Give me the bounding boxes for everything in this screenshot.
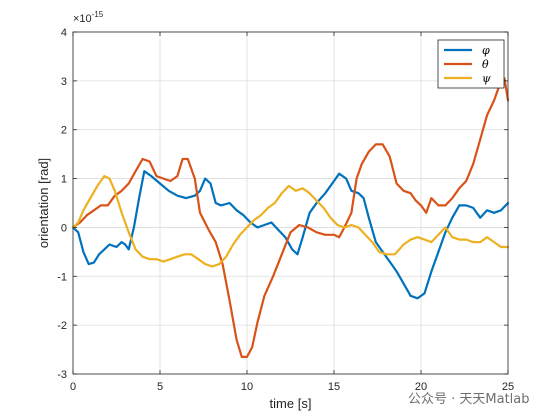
watermark-text: 公众号 · 天天Matlab (408, 392, 530, 407)
legend-label-2: θ (482, 58, 489, 71)
legend: φθψ (437, 39, 505, 89)
plot-frame (72, 31, 509, 375)
x-axis-label: time [s] (270, 396, 312, 411)
series-line-1 (71, 170, 510, 300)
y-axis-label: orientation [rad] (36, 158, 51, 248)
tick-layer: 0 5 10 15 20 25 -3 -2 -1 0 1 2 3 4 (57, 27, 514, 393)
x-tick-label: 15 (328, 381, 340, 393)
series-line-3 (71, 175, 510, 268)
series-layer (71, 77, 510, 358)
y-tick-label: -2 (57, 320, 67, 332)
y-tick-label: 1 (61, 174, 67, 186)
y-tick-label: 0 (61, 222, 67, 234)
y-tick-label: 4 (61, 27, 67, 39)
y-tick-label: 2 (61, 125, 67, 137)
x-tick-label: 20 (415, 381, 427, 393)
legend-label-1: φ (482, 44, 490, 57)
x-tick-label: 0 (70, 381, 76, 393)
legend-label-3: ψ (482, 72, 491, 85)
y-tick-label: -1 (57, 271, 67, 283)
x-tick-label: 10 (241, 381, 253, 393)
x-tick-label: 25 (502, 381, 514, 393)
y-tick-label: -3 (57, 369, 67, 381)
series-line-2 (71, 77, 510, 358)
x-tick-label: 5 (157, 381, 163, 393)
y-exponent-label: ×10-15 (73, 10, 104, 25)
y-tick-label: 3 (61, 76, 67, 88)
